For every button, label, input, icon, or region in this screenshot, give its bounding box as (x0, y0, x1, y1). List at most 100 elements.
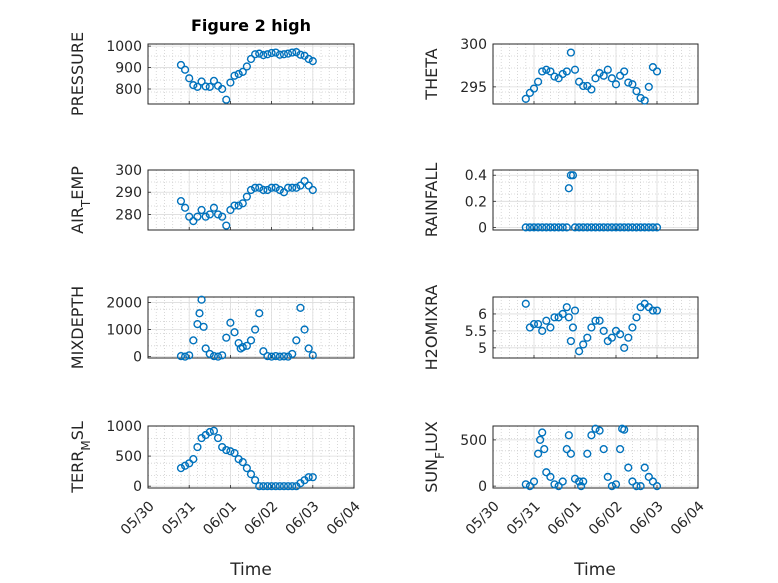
data-point (611, 223, 621, 232)
data-point (603, 472, 612, 481)
figure-title: Figure 2 high (191, 16, 311, 35)
data-point (292, 336, 301, 345)
data-point (267, 183, 276, 192)
data-point (546, 323, 555, 332)
data-point (550, 223, 559, 232)
data-point (525, 223, 535, 232)
data-point (213, 433, 223, 443)
data-point (213, 210, 223, 219)
data-point (546, 223, 555, 232)
data-point (652, 67, 662, 76)
data-point (562, 67, 571, 76)
data-point (230, 448, 239, 458)
data-point (533, 449, 543, 458)
data-point (226, 78, 235, 87)
data-point (636, 482, 645, 491)
data-point (308, 57, 317, 66)
data-point (574, 77, 584, 86)
data-point (566, 449, 576, 458)
data-point (255, 309, 264, 318)
data-point (570, 306, 580, 315)
data-point (620, 223, 629, 232)
data-point (568, 171, 578, 180)
data-point (271, 352, 280, 361)
data-point (209, 352, 219, 361)
data-point (259, 185, 268, 195)
data-point (267, 48, 276, 58)
x-axis-label-left: Time (229, 560, 272, 580)
data-point (193, 442, 202, 452)
data-point (574, 347, 584, 356)
x-tick-label: 06/01 (545, 498, 585, 538)
data-point (230, 328, 239, 337)
data-point (193, 82, 202, 91)
data-point (222, 333, 231, 342)
y-tick-label: 0.4 (465, 168, 487, 184)
data-point (558, 223, 567, 232)
data-point (603, 65, 612, 74)
data-point (615, 445, 625, 454)
data-point (180, 461, 190, 470)
y-tick-label: 1000 (106, 323, 142, 339)
data-point (579, 477, 588, 486)
data-point (591, 316, 600, 325)
axes-frame (147, 425, 355, 489)
data-point (304, 54, 313, 64)
subplot-row3-right: 55.56 H2OMIXRA (422, 285, 699, 370)
data-point (583, 449, 592, 458)
data-point (246, 470, 256, 479)
axes-frame (492, 43, 699, 105)
data-point (533, 77, 543, 86)
axes-frame (492, 296, 699, 359)
data-point (238, 199, 247, 208)
data-point (620, 343, 629, 352)
data-point (566, 336, 576, 346)
data-point (193, 212, 202, 221)
data-point (308, 351, 317, 360)
data-point (564, 184, 573, 193)
data-point (296, 50, 305, 59)
y-tick-label: 0 (133, 479, 142, 495)
y-tick-label: 0 (478, 220, 487, 236)
data-point (595, 223, 604, 232)
data-point (259, 347, 268, 356)
data-point (615, 71, 625, 80)
data-point (546, 67, 555, 76)
data-point (607, 482, 617, 491)
data-point (271, 482, 280, 491)
x-tick-label: 06/01 (200, 498, 240, 538)
data-point (255, 49, 264, 58)
data-point (533, 223, 543, 232)
y-tick-label: 800 (115, 82, 142, 98)
data-point (275, 352, 284, 361)
data-point (587, 431, 596, 440)
plot-area (148, 44, 354, 104)
data-point (540, 445, 549, 454)
data-point (189, 81, 198, 90)
data-point (226, 447, 235, 456)
data-point (226, 318, 235, 327)
plot-area (148, 426, 354, 488)
data-point (230, 71, 239, 80)
data-point (554, 223, 563, 232)
x-tick-label: 06/04 (324, 498, 364, 538)
data-point (242, 192, 251, 201)
data-point (648, 306, 658, 315)
data-point (263, 50, 272, 59)
y-axis-label: AIRTEMP (68, 166, 93, 234)
subplot-row2-right: 0 0.2 0.4 RAINFALL (422, 163, 699, 237)
data-point (189, 336, 198, 345)
data-point (632, 87, 641, 96)
data-point (222, 95, 231, 104)
data-point (620, 425, 629, 434)
data-point (292, 183, 301, 192)
data-point (558, 477, 567, 486)
data-point (304, 473, 313, 482)
data-point (251, 183, 260, 192)
data-point (652, 223, 662, 232)
data-point (304, 344, 313, 353)
data-point (640, 463, 649, 472)
y-tick-label: 300 (115, 163, 142, 179)
data-point (308, 185, 317, 195)
data-point (271, 48, 280, 57)
